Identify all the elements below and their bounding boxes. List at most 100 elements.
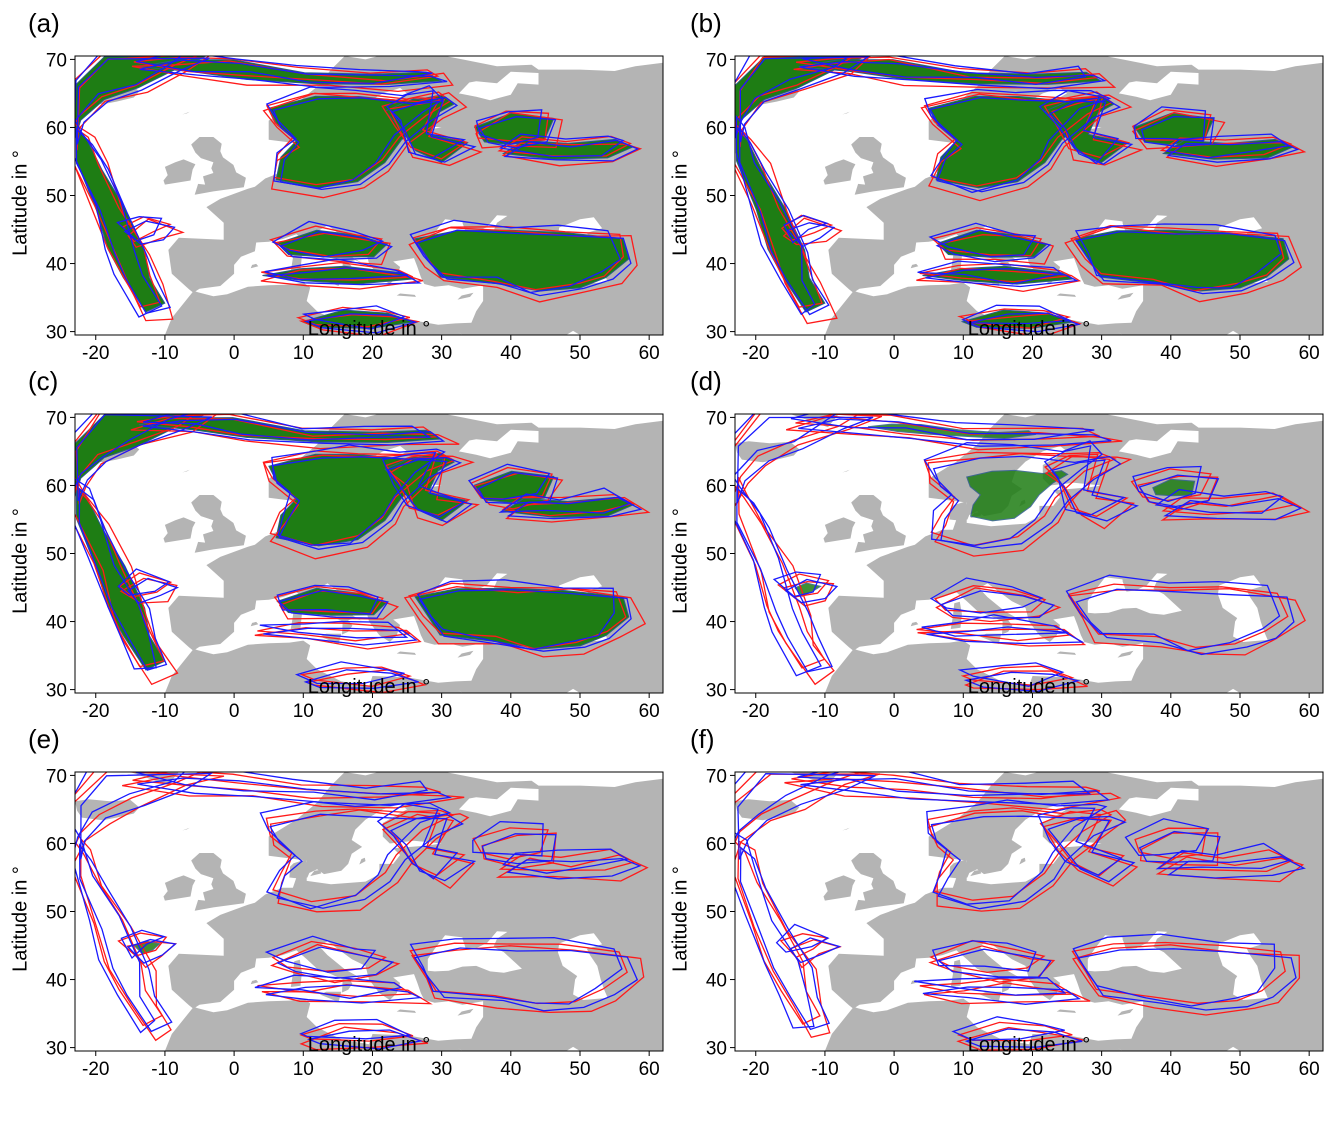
y-tick-label: 30 [46,1039,67,1060]
panel-label: (a) [28,8,60,38]
blue-contour [930,815,1127,910]
blue-contour [738,126,830,316]
y-tick-label: 30 [706,1039,727,1060]
x-axis-label: Longitude in ° [307,1034,431,1056]
blue-contour [271,456,463,550]
red-contour [735,772,863,844]
blue-contour [498,487,632,514]
y-tick-label: 30 [706,323,727,344]
blue-contour [75,414,191,489]
blue-contour [1075,230,1295,295]
blue-contour [1077,948,1297,1011]
blue-contour [75,478,158,670]
x-tick-label: 60 [639,1059,660,1080]
blue-contour [75,119,163,318]
blue-contour [939,590,1056,619]
y-tick-label: 30 [706,681,727,702]
blue-contour [271,220,385,258]
blue-contour [957,662,1065,687]
blue-contour [784,578,839,604]
red-contour [963,670,1088,691]
y-tick-label: 50 [46,903,67,924]
forecast-fill-region [1152,478,1196,497]
x-tick-label: 60 [639,701,660,722]
blue-contour [301,305,407,330]
x-tick-label: 50 [569,1059,590,1080]
y-tick-label: 70 [46,408,67,429]
blue-contour [1043,445,1127,516]
blue-contour [1163,498,1303,521]
red-contour [937,234,1055,265]
x-tick-label: 40 [1160,1059,1181,1080]
blue-contour [299,1018,413,1040]
blue-contour [76,57,210,145]
forecast-fill-region [735,125,826,313]
x-tick-label: 50 [569,701,590,722]
blue-contour [418,588,632,652]
panel-b: (b) -20 -10 0 10 20 30 40 50 60 30 40 50 60 70 Latitu… [660,8,1324,368]
red-contour [299,1026,429,1051]
balearic [250,263,259,269]
red-contour [1156,849,1295,873]
red-contour [735,414,861,494]
north-sea-norwegian-sea [824,772,1005,912]
panel-f: (f) -20 -10 0 10 20 30 40 50 60 30 40 50 60 70 Latitu… [660,724,1324,1084]
forecast-fill-region [414,587,630,650]
blue-contour [935,229,1052,263]
caspian-sea [1217,933,1268,1000]
x-axis-label: Longitude in ° [967,1034,1091,1056]
sjaelland [310,870,322,877]
y-tick-label: 70 [706,408,727,429]
red-contour [408,227,638,303]
great-britain [851,853,906,911]
red-contour [75,772,203,847]
red-contour [735,484,826,669]
red-contour [928,809,1127,912]
white-sea [1118,429,1199,459]
red-contour [1043,816,1139,887]
x-tick-label: -10 [811,1059,838,1080]
y-tick-label: 60 [46,476,67,497]
y-tick-label: 50 [706,903,727,924]
red-contour [926,807,1113,901]
x-tick-label: 40 [1160,701,1181,722]
cyprus [457,1008,474,1016]
x-tick-label: 20 [1022,343,1043,364]
red-contour [1039,810,1126,877]
red-contour [381,97,468,160]
y-axis-label: Latitude in ° [669,866,692,972]
persian-gulf-top [566,1046,580,1051]
blue-contour [925,268,1079,288]
x-tick-label: -20 [82,1059,109,1080]
red-contour [80,837,172,1042]
x-tick-label: 10 [293,343,314,364]
blue-contour [117,568,171,596]
x-tick-label: 40 [500,1059,521,1080]
blue-contour [265,984,423,1004]
red-contour [1067,583,1289,649]
red-contour [262,91,468,199]
x-tick-label: 10 [953,343,974,364]
panel-label: (c) [28,366,59,396]
red-contour [389,455,480,527]
y-tick-label: 40 [706,971,727,992]
x-tick-label: 30 [431,1059,452,1080]
barents-sea [344,56,663,71]
x-tick-label: 30 [431,701,452,722]
y-axis-label: Latitude in ° [9,150,32,256]
x-tick-label: 20 [362,1059,383,1080]
blue-contour [294,661,405,685]
x-axis-label: Longitude in ° [307,318,431,340]
y-axis-label: Latitude in ° [669,508,692,614]
map-plot: -20 -10 0 10 20 30 40 50 60 30 40 50 60 70 [706,766,1324,1080]
red-contour [1043,453,1129,518]
balearic [250,621,259,627]
blue-contour [416,579,615,651]
blue-contour [1074,223,1282,289]
faroe [842,111,850,115]
ireland [823,159,856,185]
map-area [75,772,663,1051]
panel-c: (c) -20 -10 0 10 20 30 40 50 60 30 40 50 60 70 Latitu… [0,366,664,726]
blue-contour [502,848,629,874]
cyprus [1117,650,1134,658]
